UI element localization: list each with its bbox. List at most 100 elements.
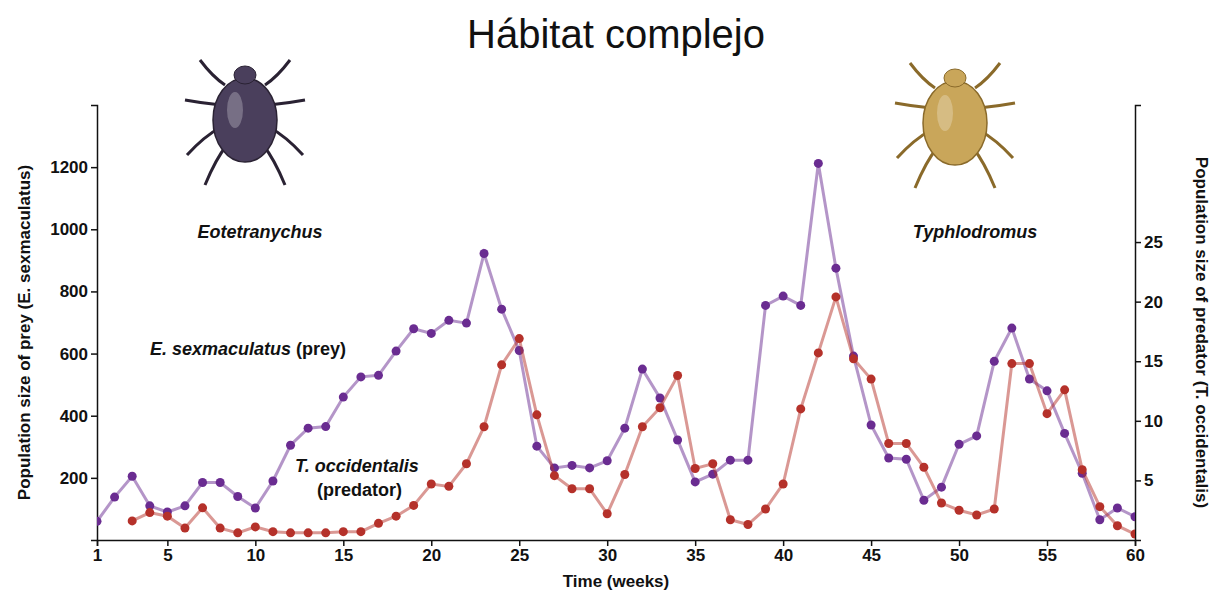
- point: [673, 435, 682, 444]
- point: [1113, 521, 1122, 530]
- point: [233, 492, 242, 501]
- point: [550, 471, 559, 480]
- point: [726, 515, 735, 524]
- point: [198, 503, 207, 512]
- point: [867, 421, 876, 430]
- tick: 25: [510, 540, 529, 565]
- tick: 50: [950, 540, 969, 565]
- y2-axis-title: Population size of predator (T. occident…: [1192, 157, 1211, 508]
- tick-mark: [1135, 301, 1141, 303]
- point: [409, 501, 418, 510]
- point: [691, 477, 700, 486]
- annotation: Eotetranychus: [197, 222, 322, 242]
- point: [867, 375, 876, 384]
- tick: 800: [60, 282, 97, 301]
- tick-label: 10: [246, 546, 265, 565]
- point: [779, 479, 788, 488]
- point: [251, 503, 260, 512]
- tick: 10: [1135, 412, 1163, 431]
- tick: 40: [774, 540, 793, 565]
- point: [356, 372, 365, 381]
- tick-label: 60: [1126, 546, 1145, 565]
- axis-line: [1136, 106, 1142, 541]
- point: [304, 528, 313, 537]
- point: [743, 520, 752, 529]
- tick-mark: [1135, 480, 1141, 482]
- tick: 45: [862, 540, 881, 565]
- tick: 20: [422, 540, 441, 565]
- point: [286, 441, 295, 450]
- point: [620, 470, 629, 479]
- tick: 5: [1135, 471, 1153, 490]
- point: [145, 508, 154, 517]
- point: [708, 459, 717, 468]
- point: [620, 424, 629, 433]
- point: [814, 159, 823, 168]
- marks: [97, 159, 1135, 539]
- tick-label: 1200: [50, 158, 88, 177]
- tick-mark: [91, 353, 97, 355]
- tick: 400: [60, 407, 97, 426]
- point: [339, 393, 348, 402]
- chart-title: Hábitat complejo: [467, 12, 765, 56]
- tick-mark: [91, 229, 97, 231]
- y-axis: 20040060080010001200: [50, 106, 97, 541]
- point: [831, 292, 840, 301]
- point: [251, 522, 260, 531]
- point: [1043, 386, 1052, 395]
- tick-label: 50: [950, 546, 969, 565]
- chart: Hábitat complejoEotetranychusTyphlodromu…: [0, 0, 1214, 595]
- tick: 15: [334, 540, 353, 565]
- point: [1007, 324, 1016, 333]
- tick: 5: [163, 540, 172, 565]
- mite-body: [213, 78, 277, 162]
- tick-label: 55: [1038, 546, 1057, 565]
- point: [1078, 465, 1087, 474]
- tick: 35: [686, 540, 705, 565]
- y-axis-title: Population size of prey (E. sexmaculatus…: [15, 165, 34, 500]
- point: [691, 464, 700, 473]
- point: [497, 305, 506, 314]
- point: [321, 422, 330, 431]
- tick-label: 5: [163, 546, 172, 565]
- point: [902, 455, 911, 464]
- point: [814, 348, 823, 357]
- point: [1025, 359, 1034, 368]
- point: [955, 440, 964, 449]
- point: [409, 324, 418, 333]
- point: [673, 371, 682, 380]
- point: [497, 360, 506, 369]
- point: [1060, 429, 1069, 438]
- tick: 20: [1135, 293, 1163, 312]
- point: [919, 496, 928, 505]
- tick-mark: [1135, 242, 1141, 244]
- point: [480, 422, 489, 431]
- mite-leg: [265, 60, 290, 85]
- series: [128, 292, 1135, 538]
- tick: 1200: [50, 158, 97, 177]
- point: [374, 519, 383, 528]
- point: [761, 301, 770, 310]
- point: [568, 484, 577, 493]
- point: [585, 463, 594, 472]
- point: [726, 456, 735, 465]
- point: [532, 442, 541, 451]
- tick-label: 400: [60, 407, 88, 426]
- tick-label: 800: [60, 282, 88, 301]
- point: [356, 527, 365, 536]
- point: [1095, 515, 1104, 524]
- point: [304, 424, 313, 433]
- point: [128, 472, 137, 481]
- point: [110, 493, 119, 502]
- mite-head: [234, 66, 256, 84]
- point: [990, 357, 999, 366]
- series-label: T. occidentalis(predator): [295, 456, 419, 500]
- point: [1095, 502, 1104, 511]
- point: [1007, 359, 1016, 368]
- point: [779, 292, 788, 301]
- mite-shine: [937, 95, 953, 131]
- point: [796, 301, 805, 310]
- tick-label: 20: [422, 546, 441, 565]
- tick-label: 1000: [50, 220, 88, 239]
- point: [990, 505, 999, 514]
